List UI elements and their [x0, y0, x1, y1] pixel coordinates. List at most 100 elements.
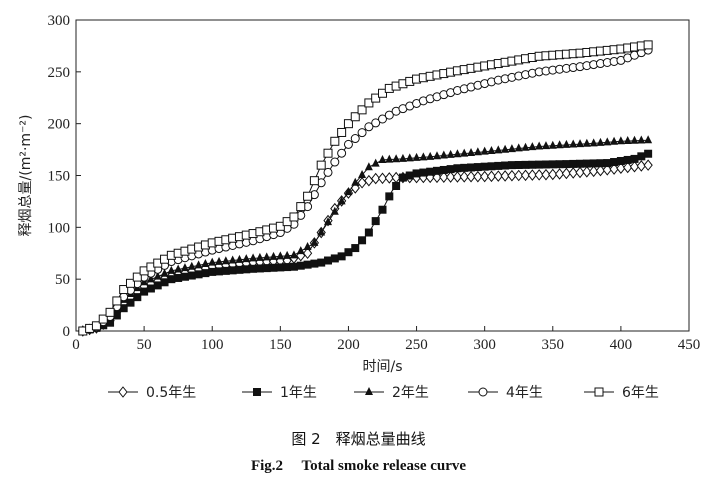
- data-point: [330, 254, 339, 263]
- data-point: [439, 165, 448, 174]
- data-point: [201, 258, 210, 267]
- data-point: [623, 161, 633, 174]
- data-point: [364, 162, 373, 171]
- y-tick-label: 200: [48, 117, 71, 133]
- data-point: [371, 93, 381, 103]
- data-point: [180, 272, 189, 281]
- data-point: [555, 140, 564, 149]
- x-tick-label: 150: [269, 337, 292, 353]
- data-point: [371, 158, 380, 167]
- data-point: [473, 147, 482, 156]
- data-point: [432, 151, 441, 160]
- data-point: [569, 159, 578, 168]
- data-point: [105, 307, 115, 317]
- data-point: [296, 202, 306, 212]
- series-4: [78, 40, 653, 336]
- data-point: [289, 212, 299, 222]
- data-point: [201, 269, 210, 278]
- data-point: [133, 293, 142, 302]
- data-point: [358, 236, 367, 245]
- data-point: [596, 159, 605, 168]
- legend-label: 0.5年生: [146, 385, 196, 401]
- data-point: [480, 162, 489, 171]
- legend-item: 4年生: [468, 385, 543, 401]
- data-point: [146, 274, 155, 283]
- data-point: [378, 154, 387, 163]
- data-point: [576, 139, 585, 148]
- data-point: [140, 287, 149, 296]
- data-point: [460, 148, 469, 157]
- data-point: [276, 251, 285, 260]
- data-point: [337, 196, 346, 205]
- data-point: [575, 166, 585, 179]
- data-point: [303, 260, 312, 269]
- data-point: [235, 254, 244, 263]
- data-point: [630, 154, 639, 163]
- data-point: [548, 160, 557, 169]
- data-point: [500, 170, 510, 182]
- data-point: [616, 136, 625, 145]
- y-tick-label: 100: [48, 220, 71, 236]
- data-point: [337, 252, 346, 261]
- data-point: [289, 262, 298, 271]
- data-point: [296, 261, 305, 270]
- caption-english: Fig.2 Total smoke release curve: [250, 458, 467, 474]
- data-point: [514, 143, 523, 152]
- legend-item: 2年生: [354, 385, 429, 401]
- data-point: [180, 263, 189, 272]
- series-line: [82, 44, 649, 332]
- data-point: [535, 160, 544, 169]
- data-point: [344, 187, 353, 196]
- x-tick-label: 200: [337, 337, 360, 353]
- data-point: [242, 265, 251, 274]
- data-point: [473, 170, 483, 183]
- x-tick-label: 0: [72, 337, 80, 353]
- data-point: [269, 263, 278, 272]
- data-point: [643, 159, 653, 171]
- data-point: [255, 252, 264, 261]
- data-point: [228, 255, 237, 264]
- data-point: [595, 164, 606, 177]
- data-point: [582, 159, 591, 168]
- data-point: [480, 146, 489, 155]
- data-point: [377, 172, 388, 185]
- data-point: [343, 119, 353, 129]
- data-point: [487, 146, 496, 155]
- data-point: [337, 127, 347, 137]
- data-point: [262, 264, 271, 273]
- data-point: [378, 88, 387, 98]
- data-point: [242, 254, 251, 263]
- data-point: [445, 171, 456, 183]
- data-point: [344, 248, 353, 257]
- series-0: [78, 159, 653, 337]
- data-point: [269, 251, 278, 260]
- data-point: [350, 134, 360, 144]
- data-point: [480, 170, 490, 183]
- data-point: [119, 285, 129, 295]
- data-point: [221, 256, 230, 265]
- data-point: [358, 169, 367, 178]
- data-point: [507, 169, 517, 182]
- data-point: [446, 149, 455, 158]
- data-point: [398, 153, 407, 162]
- data-point: [459, 171, 469, 183]
- data-point: [194, 260, 203, 269]
- series-2: [78, 135, 653, 334]
- data-point: [132, 272, 142, 282]
- series-line: [82, 164, 649, 332]
- data-point: [603, 159, 612, 168]
- data-point: [275, 221, 285, 231]
- data-point: [324, 256, 333, 265]
- data-point: [371, 217, 380, 226]
- data-point: [317, 258, 326, 267]
- data-point: [125, 278, 135, 288]
- data-point: [528, 142, 537, 151]
- data-point: [548, 168, 558, 181]
- y-tick-label: 0: [63, 324, 71, 340]
- data-point: [303, 191, 313, 201]
- data-point: [644, 149, 653, 158]
- chart-legend: 0.5年生 1年生 2年生 4年生 6年生: [108, 385, 659, 401]
- data-point: [610, 136, 619, 145]
- data-point: [501, 144, 510, 153]
- data-point: [91, 321, 101, 331]
